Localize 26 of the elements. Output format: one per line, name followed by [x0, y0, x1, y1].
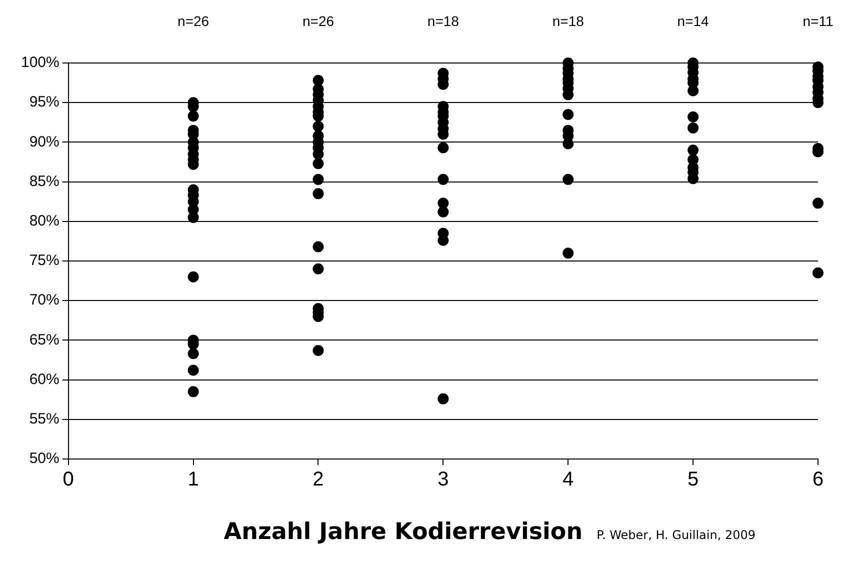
y-tick-label: 80% — [29, 212, 60, 230]
y-tick-label: 60% — [29, 370, 60, 388]
x-tick-label: 0 — [62, 468, 74, 491]
text: n=26 — [302, 12, 334, 29]
x-tick-label: 6 — [812, 468, 824, 491]
y-tick-label: 75% — [29, 252, 60, 270]
text: n=18 — [427, 12, 460, 29]
y-tick-label: 85% — [29, 172, 60, 190]
text: P. Weber, H. Guillain, 2009 — [596, 528, 756, 542]
x-tick-label: 5 — [688, 468, 699, 491]
text: n=14 — [677, 12, 710, 29]
y-tick-label: 100% — [20, 54, 60, 72]
text: n=18 — [552, 12, 584, 29]
y-tick-label: 55% — [29, 410, 60, 428]
x-tick-label: 2 — [312, 468, 324, 491]
x-tick-label: 3 — [438, 468, 449, 491]
x-axis-title: Anzahl Jahre Kodierrevision — [224, 519, 583, 545]
y-tick-label: 70% — [29, 292, 60, 309]
x-tick-label: 4 — [562, 468, 574, 491]
y-tick-label: 95% — [29, 94, 60, 111]
y-tick-label: 50% — [29, 450, 60, 468]
y-tick-label: 90% — [29, 133, 60, 150]
text: n=11 — [802, 12, 834, 29]
y-tick-label: 65% — [29, 331, 60, 348]
x-tick-label: 1 — [188, 468, 199, 491]
text: n=26 — [178, 12, 210, 29]
